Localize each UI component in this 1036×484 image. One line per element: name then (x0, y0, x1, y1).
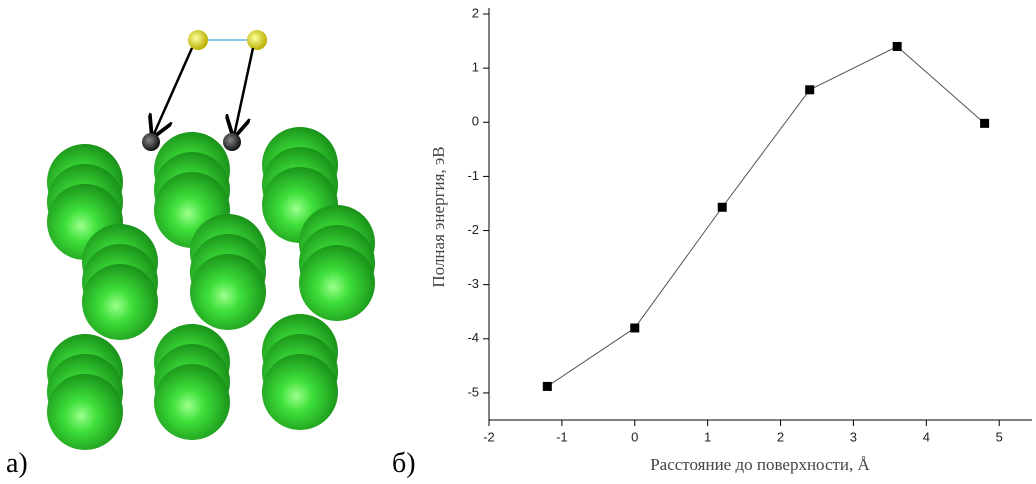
figure: а) б) Расстояние до поверхности, Å Полна… (0, 0, 1036, 484)
y-tick-label: 1 (472, 60, 479, 75)
y-tick-label: -4 (467, 330, 479, 345)
atom-black (142, 133, 160, 151)
y-tick-label: -3 (467, 276, 479, 291)
marker (980, 119, 989, 128)
marker (630, 323, 639, 332)
sphere (47, 374, 123, 450)
marker (543, 382, 552, 391)
sphere (154, 364, 230, 440)
x-tick-label: 5 (996, 429, 1003, 444)
x-tick-label: 0 (631, 429, 638, 444)
sphere (190, 254, 266, 330)
sphere (299, 245, 375, 321)
x-tick-label: 4 (923, 429, 930, 444)
marker (718, 203, 727, 212)
atom-yellow (188, 30, 208, 50)
x-tick-label: 3 (850, 429, 857, 444)
atom-yellow (247, 30, 267, 50)
panel-label: а) (6, 448, 28, 479)
atom-black (223, 133, 241, 151)
y-tick-label: -1 (467, 168, 479, 183)
marker (893, 42, 902, 51)
illustration (47, 127, 375, 450)
arrow (153, 48, 192, 136)
x-tick-label: -2 (483, 429, 495, 444)
y-tick-label: -2 (467, 222, 479, 237)
panel-label: б) (392, 448, 416, 479)
sphere (82, 264, 158, 340)
y-axis-title: Полная энергия, эВ (429, 146, 448, 287)
y-tick-label: 2 (472, 5, 479, 20)
x-axis-title: Расстояние до поверхности, Å (650, 455, 870, 474)
y-tick-label: 0 (472, 114, 479, 129)
arrow (234, 48, 253, 136)
x-tick-label: 2 (777, 429, 784, 444)
x-tick-label: 1 (704, 429, 711, 444)
y-tick-label: -5 (467, 384, 479, 399)
x-tick-label: -1 (556, 429, 568, 444)
marker (805, 85, 814, 94)
series-line (547, 46, 984, 386)
page: а) б) Расстояние до поверхности, Å Полна… (0, 0, 1036, 484)
sphere (262, 354, 338, 430)
